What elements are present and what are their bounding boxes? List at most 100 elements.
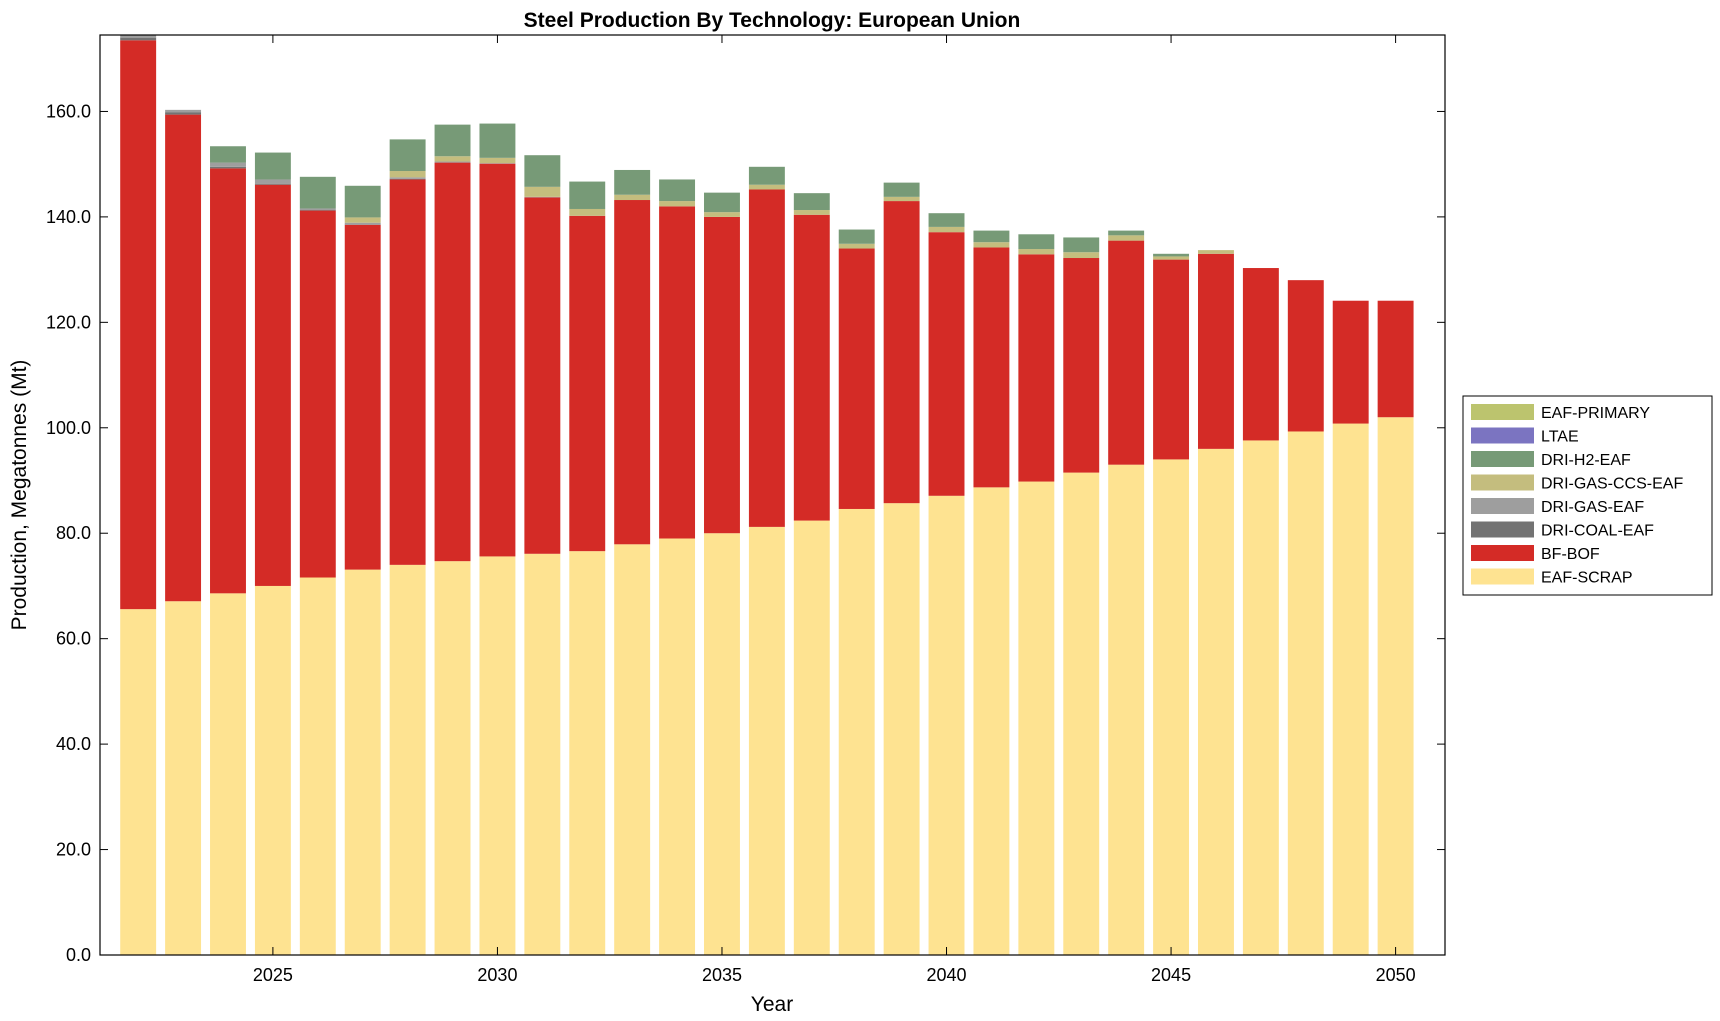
bar-eaf-scrap-2047 [1242, 440, 1279, 955]
bar-dri-h2-eaf-2026 [299, 176, 336, 209]
bar-bf-bof-2046 [1198, 253, 1234, 449]
x-tick-label: 2025 [253, 965, 293, 985]
y-tick-label: 140.0 [46, 207, 91, 227]
bar-eaf-scrap-2039 [883, 503, 920, 955]
bar-dri-gas-ccs-eaf-2033 [614, 194, 651, 201]
bar-dri-gas-eaf-2023 [165, 109, 202, 113]
bar-dri-coal-eaf-2022 [120, 37, 157, 41]
legend-swatch-eaf-scrap [1471, 568, 1534, 585]
bar-dri-h2-eaf-2036 [748, 166, 785, 185]
bar-dri-h2-eaf-2033 [614, 169, 651, 195]
bar-eaf-scrap-2028 [389, 564, 426, 955]
bar-eaf-scrap-2045 [1153, 459, 1190, 955]
bar-eaf-scrap-2025 [254, 585, 291, 955]
x-tick-label: 2030 [477, 965, 517, 985]
bar-dri-gas-eaf-2022 [120, 35, 157, 38]
legend-swatch-dri-coal-eaf [1471, 521, 1534, 538]
bar-dri-h2-eaf-2037 [793, 193, 830, 211]
legend-label-ltae: LTAE [1541, 429, 1579, 446]
bar-bf-bof-2044 [1108, 240, 1145, 465]
bar-eaf-scrap-2042 [1018, 481, 1055, 955]
bar-dri-h2-eaf-2042 [1018, 234, 1055, 250]
bar-dri-gas-ccs-eaf-2043 [1063, 252, 1100, 259]
bar-eaf-scrap-2050 [1377, 417, 1414, 955]
bar-dri-gas-ccs-eaf-2037 [793, 210, 830, 215]
bar-eaf-scrap-2032 [569, 551, 606, 955]
bar-eaf-scrap-2033 [614, 544, 651, 955]
bar-dri-gas-eaf-2025 [254, 179, 291, 184]
x-tick-label: 2050 [1376, 965, 1416, 985]
bar-bf-bof-2047 [1242, 268, 1279, 441]
y-tick-label: 160.0 [46, 101, 91, 121]
y-tick-label: 0.0 [66, 945, 91, 965]
bar-dri-gas-ccs-eaf-2034 [659, 201, 696, 207]
legend-swatch-eaf-primary [1471, 404, 1534, 420]
bar-eaf-scrap-2034 [659, 538, 696, 955]
bar-dri-h2-eaf-2035 [704, 192, 740, 213]
y-tick-label: 20.0 [56, 840, 91, 860]
bar-bf-bof-2042 [1018, 254, 1055, 482]
bar-dri-gas-ccs-eaf-2046 [1198, 250, 1234, 254]
bar-dri-gas-ccs-eaf-2038 [838, 243, 875, 249]
y-tick-label: 100.0 [46, 418, 91, 438]
y-tick-label: 60.0 [56, 629, 91, 649]
bar-bf-bof-2048 [1287, 280, 1324, 432]
bar-eaf-scrap-2027 [344, 569, 381, 955]
bar-dri-gas-ccs-eaf-2045 [1153, 256, 1190, 260]
bar-dri-h2-eaf-2024 [210, 146, 246, 163]
y-tick-label: 80.0 [56, 523, 91, 543]
bar-dri-coal-eaf-2028 [389, 178, 426, 180]
bar-bf-bof-2028 [389, 179, 426, 565]
bar-bf-bof-2031 [524, 197, 561, 554]
bar-bf-bof-2041 [973, 247, 1010, 488]
legend-label-dri-gas-ccs-eaf: DRI-GAS-CCS-EAF [1541, 476, 1683, 493]
bar-dri-gas-eaf-2027 [344, 222, 381, 225]
bar-bf-bof-2023 [165, 114, 202, 602]
bar-bf-bof-2026 [299, 210, 336, 578]
legend-label-eaf-primary: EAF-PRIMARY [1541, 405, 1650, 422]
plot-area-frame [99, 34, 1446, 956]
bar-dri-gas-eaf-2030 [479, 163, 516, 164]
bar-eaf-scrap-2026 [299, 577, 336, 955]
bar-bf-bof-2033 [614, 200, 651, 545]
bar-eaf-scrap-2037 [793, 520, 830, 955]
bar-dri-h2-eaf-2034 [659, 179, 696, 202]
bar-dri-h2-eaf-2039 [883, 182, 920, 197]
legend-swatch-ltae [1471, 427, 1534, 444]
chart-title: Steel Production By Technology: European… [524, 9, 1021, 32]
bar-bf-bof-2037 [793, 214, 830, 521]
bar-bf-bof-2045 [1153, 259, 1190, 460]
bar-eaf-scrap-2035 [704, 533, 740, 955]
bar-bf-bof-2049 [1332, 300, 1369, 424]
bar-dri-h2-eaf-2028 [389, 139, 426, 172]
bar-dri-gas-ccs-eaf-2041 [973, 242, 1010, 248]
bar-eaf-scrap-2024 [210, 593, 246, 955]
bar-eaf-scrap-2031 [524, 553, 561, 955]
bar-bf-bof-2040 [928, 232, 965, 496]
bar-dri-h2-eaf-2025 [254, 152, 291, 180]
bar-bf-bof-2029 [434, 162, 471, 562]
bar-eaf-scrap-2044 [1108, 464, 1145, 955]
bar-dri-coal-eaf-2025 [254, 183, 291, 185]
bar-eaf-scrap-2049 [1332, 423, 1369, 955]
bar-eaf-scrap-2043 [1063, 472, 1100, 955]
bar-dri-h2-eaf-2038 [838, 229, 875, 244]
bar-bf-bof-2030 [479, 163, 516, 557]
legend: EAF-PRIMARY LTAE DRI-H2-EAF DRI-GAS-CCS-EAF… [1462, 395, 1713, 596]
ticks-layer: 0.0 20.0 40.0 60.0 80.0 100.0 120.0 140.0 160.0 2… [46, 35, 1445, 985]
bar-dri-gas-ccs-eaf-2035 [704, 212, 740, 217]
bar-dri-h2-eaf-2045 [1153, 253, 1190, 257]
bar-dri-h2-eaf-2041 [973, 230, 1010, 243]
bar-dri-gas-ccs-eaf-2028 [389, 171, 426, 178]
bar-bf-bof-2050 [1377, 300, 1414, 418]
legend-box [1462, 395, 1713, 596]
bar-bf-bof-2039 [883, 201, 920, 504]
bar-dri-gas-eaf-2029 [434, 161, 471, 163]
bar-dri-h2-eaf-2030 [479, 123, 516, 158]
bar-bf-bof-2022 [120, 40, 157, 610]
y-tick-label: 40.0 [56, 734, 91, 754]
bars-layer [120, 35, 1414, 955]
bar-bf-bof-2024 [210, 168, 246, 594]
bar-dri-coal-eaf-2027 [344, 224, 381, 225]
